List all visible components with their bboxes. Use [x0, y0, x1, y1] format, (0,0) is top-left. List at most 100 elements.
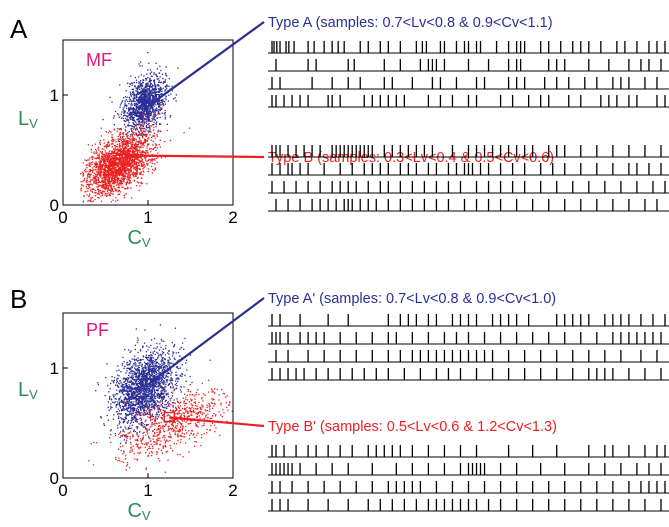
scatter-point [113, 181, 115, 183]
scatter-point [112, 163, 114, 166]
scatter-point [113, 115, 115, 117]
scatter-point [147, 365, 149, 367]
scatter-point [135, 376, 137, 378]
scatter-point [132, 97, 134, 99]
scatter-point [130, 170, 132, 172]
scatter-point [161, 379, 163, 381]
scatter-point [101, 166, 104, 168]
scatter-point [132, 116, 134, 118]
scatter-point [106, 157, 109, 159]
scatter-point [179, 348, 181, 350]
scatter-point [130, 381, 132, 383]
scatter-point [128, 122, 130, 124]
connector-line [143, 21, 265, 111]
scatter-point [155, 123, 158, 126]
scatter-point [108, 194, 110, 196]
scatter-point [96, 188, 99, 190]
scatter-point [115, 184, 118, 186]
scatter-point [87, 190, 89, 192]
scatter-point [145, 101, 147, 103]
scatter-point [89, 193, 91, 195]
scatter-point [145, 387, 148, 390]
scatter-point [150, 71, 153, 73]
scatter-point [150, 353, 152, 356]
scatter-point [177, 351, 180, 354]
scatter-point [148, 111, 150, 113]
scatter-point [134, 397, 136, 399]
scatter-point [99, 161, 101, 163]
scatter-point [114, 157, 116, 159]
scatter-point [159, 343, 161, 345]
scatter-point [101, 167, 103, 169]
scatter-point [107, 181, 109, 183]
scatter-point [139, 102, 141, 104]
scatter-point [125, 119, 128, 121]
scatter-point [122, 145, 124, 148]
scatter-point [147, 385, 149, 388]
scatter-point [129, 376, 131, 378]
scatter-point [138, 390, 141, 392]
scatter-point [161, 89, 163, 91]
scatter-point [128, 110, 130, 112]
scatter-point [159, 365, 161, 367]
scatter-point [125, 170, 127, 172]
scatter-point [133, 165, 135, 167]
scatter-point [138, 142, 140, 144]
scatter-point [92, 188, 94, 190]
scatter-point [140, 106, 142, 108]
scatter-point [149, 409, 151, 411]
scatter-point [154, 379, 157, 381]
scatter-point [148, 81, 150, 83]
scatter-point [136, 145, 139, 147]
scatter-point [102, 118, 104, 121]
scatter-point [119, 104, 122, 106]
scatter-point [128, 363, 130, 365]
scatter-point [132, 171, 135, 173]
scatter-point [85, 168, 87, 170]
scatter-point [89, 169, 92, 171]
scatter-point [119, 181, 122, 183]
scatter-point [102, 159, 105, 161]
scatter-point [111, 380, 113, 382]
scatter-point [131, 139, 133, 141]
scatter-point [144, 158, 146, 160]
scatter-point [116, 143, 119, 145]
scatter-point [159, 139, 161, 141]
scatter-point [117, 158, 119, 161]
scatter-point [131, 114, 133, 116]
scatter-point [101, 155, 103, 157]
scatter-point [121, 401, 123, 403]
scatter-point [139, 106, 142, 109]
scatter-point [132, 109, 134, 112]
scatter-point [127, 82, 129, 84]
scatter-point [135, 166, 137, 168]
scatter-point [136, 173, 138, 176]
scatter-series-red [80, 107, 191, 203]
scatter-point [91, 163, 93, 166]
scatter-point [103, 142, 105, 144]
scatter-point [153, 387, 155, 389]
scatter-point [80, 187, 83, 189]
scatter-point [95, 191, 97, 194]
scatter-point [92, 191, 94, 193]
scatter-point [155, 395, 157, 398]
scatter-point [109, 388, 111, 390]
scatter-point [98, 174, 100, 176]
scatter-point [148, 411, 150, 414]
scatter-point [121, 160, 123, 162]
scatter-point [131, 141, 134, 143]
scatter-point [139, 124, 142, 126]
scatter-point [149, 161, 151, 163]
scatter-point [137, 86, 139, 88]
scatter-point [137, 91, 140, 94]
scatter-point [139, 91, 141, 94]
scatter-point [176, 367, 179, 369]
scatter-point [161, 112, 163, 114]
scatter-point [150, 165, 153, 168]
scatter-point [140, 140, 142, 142]
scatter-point [127, 142, 129, 144]
scatter-point [145, 129, 147, 131]
scatter-point [163, 407, 165, 409]
scatter-point [134, 149, 136, 151]
scatter-point [131, 371, 133, 373]
